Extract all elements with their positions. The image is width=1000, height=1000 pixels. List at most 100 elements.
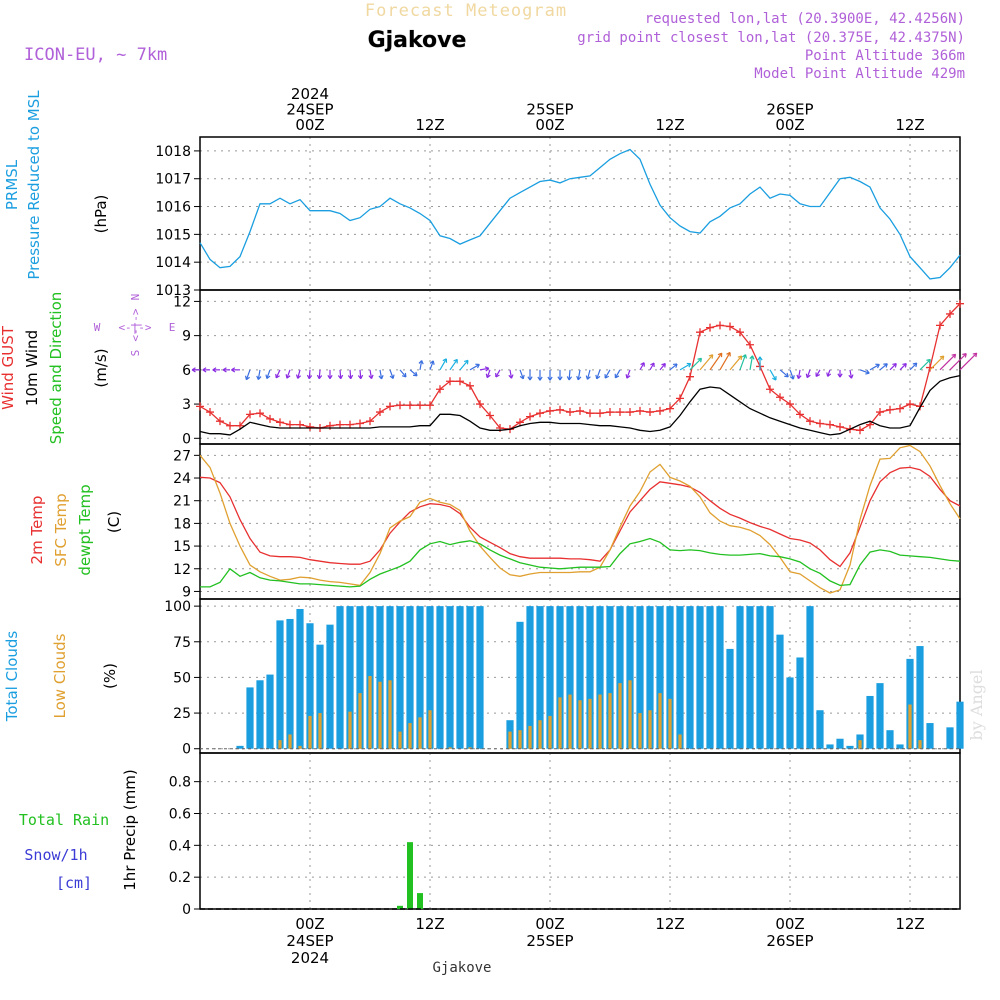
wind-arrow-head (337, 374, 344, 380)
y-tick-label: 6 (182, 363, 191, 379)
total-cloud-bar (296, 608, 304, 749)
y-tick-label: 0.2 (169, 870, 191, 886)
top-time-label: 00Z (775, 116, 804, 134)
wind-arrow-head (837, 373, 843, 378)
total-cloud-bar (716, 606, 724, 749)
low-cloud-bar (618, 683, 622, 749)
low-cloud-bar (308, 715, 312, 749)
wind-arrow-head (772, 376, 777, 381)
gust-marker (716, 321, 724, 330)
low-cloud-bar (358, 693, 362, 749)
wind-arrow (849, 369, 853, 379)
low-cloud-bar (658, 693, 662, 749)
precip-bars (200, 842, 960, 910)
wind-arrow-head (789, 375, 795, 380)
snow-label: Snow/1h (24, 846, 87, 864)
total-cloud-bar (786, 677, 794, 749)
low-cloud-bar (378, 681, 382, 749)
wind-arrow (649, 362, 655, 371)
wind-arrow-head (576, 375, 582, 381)
compass-arrows: <-|-> (118, 321, 151, 334)
bottom-time-label: 12Z (415, 915, 444, 933)
total-cloud-bar (436, 606, 444, 749)
wind-arrow-head (686, 362, 692, 368)
wind-arrow (399, 369, 407, 378)
wind-arrow (859, 369, 870, 374)
low-cloud-bar (918, 740, 922, 749)
total-cloud-bar (576, 606, 584, 749)
wind-arrow (479, 367, 489, 371)
bottom-time-label: 12Z (655, 915, 684, 933)
low-cloud-bar (638, 713, 642, 749)
wind-arrow (789, 369, 794, 380)
rain-bar (397, 905, 403, 909)
total-cloud-bar (306, 623, 314, 749)
top-time-label: 25SEP (526, 101, 573, 119)
wind-arrow (949, 353, 967, 371)
wind-arrow-head (231, 367, 236, 373)
gust-marker (296, 420, 304, 429)
gust-marker (426, 401, 434, 410)
temp-line-dewpt-temp (200, 537, 961, 588)
low-cloud-bar (608, 693, 612, 749)
gust-marker (476, 400, 484, 409)
footer-location: Gjakove (432, 960, 491, 976)
wind-arrow (604, 369, 611, 379)
total-cloud-bar (406, 606, 414, 749)
chart-supertitle: Forecast Meteogram (365, 1, 567, 21)
y-tick-label: 100 (164, 599, 191, 615)
gust-marker (196, 402, 204, 411)
wind-arrow (318, 369, 321, 379)
gust-marker (206, 408, 214, 417)
wind-arrow-head (826, 372, 832, 377)
wind-arrow (769, 369, 777, 381)
total-cloud-bar (746, 606, 754, 749)
low-cloud-bar (668, 698, 672, 749)
wind-arrow (929, 355, 945, 371)
y-tick-label: 12 (173, 294, 191, 310)
wind-arrow-head (519, 374, 525, 380)
cloud-label: Total Clouds (3, 631, 21, 723)
wind-arrow-head (484, 366, 490, 372)
bottom-time-label: 00Z (775, 915, 804, 933)
total-cloud-bar (766, 606, 774, 749)
wind-arrow-head (848, 374, 854, 379)
wind-arrow-head (566, 376, 573, 381)
gust-marker (436, 385, 444, 394)
wind-arrow (266, 369, 271, 379)
point-altitude: Point Altitude 366m (805, 48, 965, 64)
gust-marker (636, 406, 644, 415)
wind-speed-line (199, 374, 961, 436)
wind-arrow (614, 369, 621, 379)
total-rain-label: Total Rain (19, 811, 109, 829)
low-cloud-bar (348, 711, 352, 749)
compass-vertical-arrows: <-|-> (129, 308, 142, 341)
gust-marker (576, 406, 584, 415)
total-cloud-bar (836, 738, 844, 749)
total-cloud-bar (656, 606, 664, 749)
total-cloud-bar (706, 606, 714, 749)
low-cloud-bar (468, 747, 472, 749)
wind-arrow-head (495, 372, 500, 378)
gust-marker (386, 402, 394, 411)
gust-marker (536, 409, 544, 418)
y-tick-label: 1015 (155, 227, 191, 243)
wind-arrow-head (527, 376, 533, 381)
low-cloud-bar (508, 731, 512, 749)
low-cloud-bar (398, 731, 402, 749)
wind-arrow (959, 352, 978, 371)
y-tick-label: 75 (173, 635, 191, 651)
gust-marker (556, 405, 564, 414)
panel-frame (199, 752, 961, 910)
total-cloud-bar (276, 620, 284, 749)
wind-arrow (349, 369, 352, 379)
gust-marker (606, 408, 614, 417)
wind-arrow (245, 369, 251, 380)
low-cloud-bar (578, 700, 582, 749)
wind-arrow (369, 369, 373, 379)
total-cloud-bar (886, 730, 894, 749)
gust-marker (726, 322, 734, 331)
low-cloud-bar (368, 676, 372, 749)
wind-arrow-head (972, 352, 978, 358)
gust-marker (416, 401, 424, 410)
